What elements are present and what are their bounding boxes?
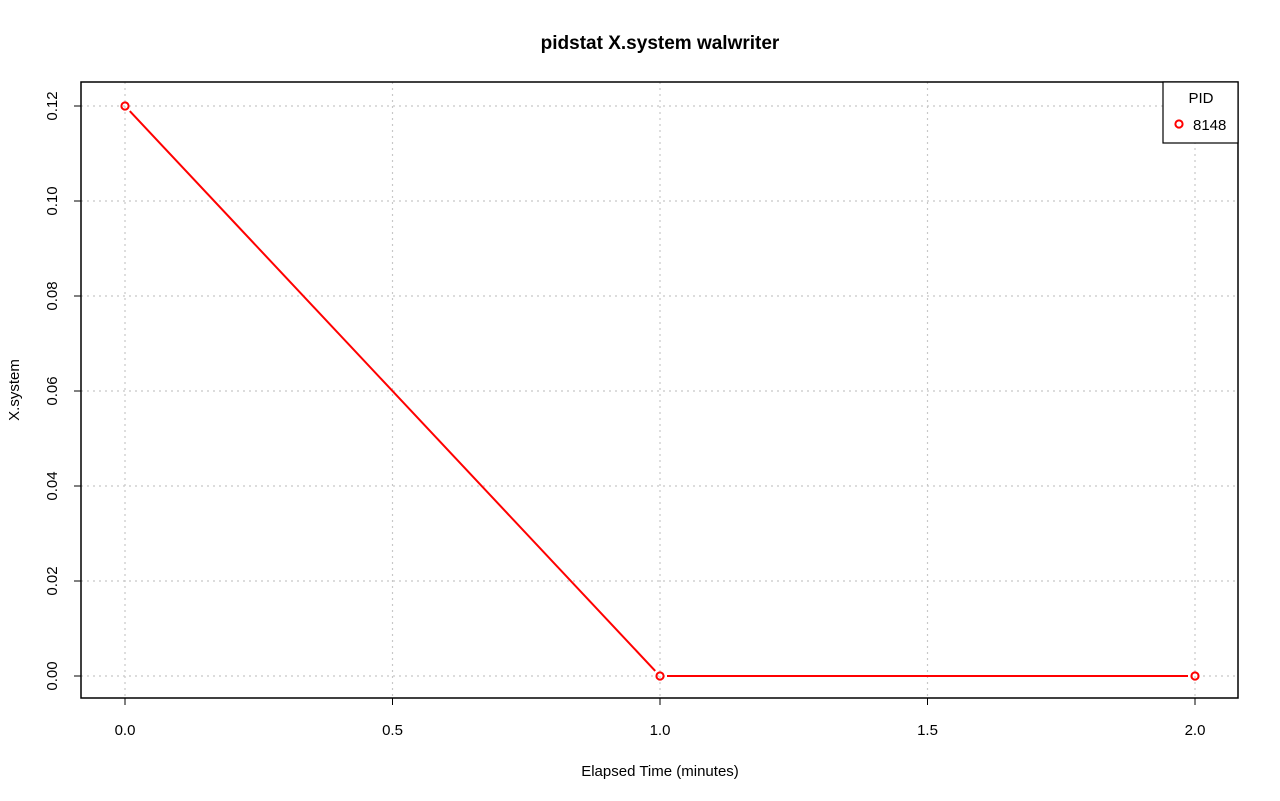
x-axis-label: Elapsed Time (minutes): [581, 763, 739, 780]
x-tick-label: 1.5: [917, 722, 938, 739]
x-axis: 0.0 0.5 1.0 1.5 2.0: [115, 697, 1206, 739]
grid: [81, 82, 1238, 698]
legend-marker: [1174, 119, 1184, 129]
legend-title: PID: [1188, 90, 1213, 107]
y-tick-label: 0.00: [44, 661, 61, 690]
plot-frame: [80, 81, 1239, 699]
series-line-segment: [129, 110, 656, 672]
x-tick-label: 1.0: [650, 722, 671, 739]
series-layer: [120, 101, 1200, 681]
data-point: [655, 671, 665, 681]
legend: PID 8148: [1162, 81, 1239, 144]
data-point: [1190, 671, 1200, 681]
y-tick-label: 0.02: [44, 566, 61, 595]
y-tick-label: 0.12: [44, 91, 61, 120]
x-tick-label: 0.5: [382, 722, 403, 739]
y-tick-label: 0.10: [44, 186, 61, 215]
y-tick-label: 0.08: [44, 281, 61, 310]
chart-title: pidstat X.system walwriter: [541, 33, 780, 54]
y-tick-label: 0.06: [44, 376, 61, 405]
data-point: [120, 101, 130, 111]
series-8148: [120, 101, 1200, 681]
y-tick-label: 0.04: [44, 471, 61, 500]
legend-entry-label: 8148: [1193, 117, 1226, 134]
legend-box: [1162, 81, 1239, 144]
y-axis-label: X.system: [6, 359, 23, 421]
x-tick-label: 0.0: [115, 722, 136, 739]
y-axis: 0.00 0.02 0.04 0.06 0.08 0.10 0.12: [44, 91, 81, 691]
x-tick-label: 2.0: [1185, 722, 1206, 739]
